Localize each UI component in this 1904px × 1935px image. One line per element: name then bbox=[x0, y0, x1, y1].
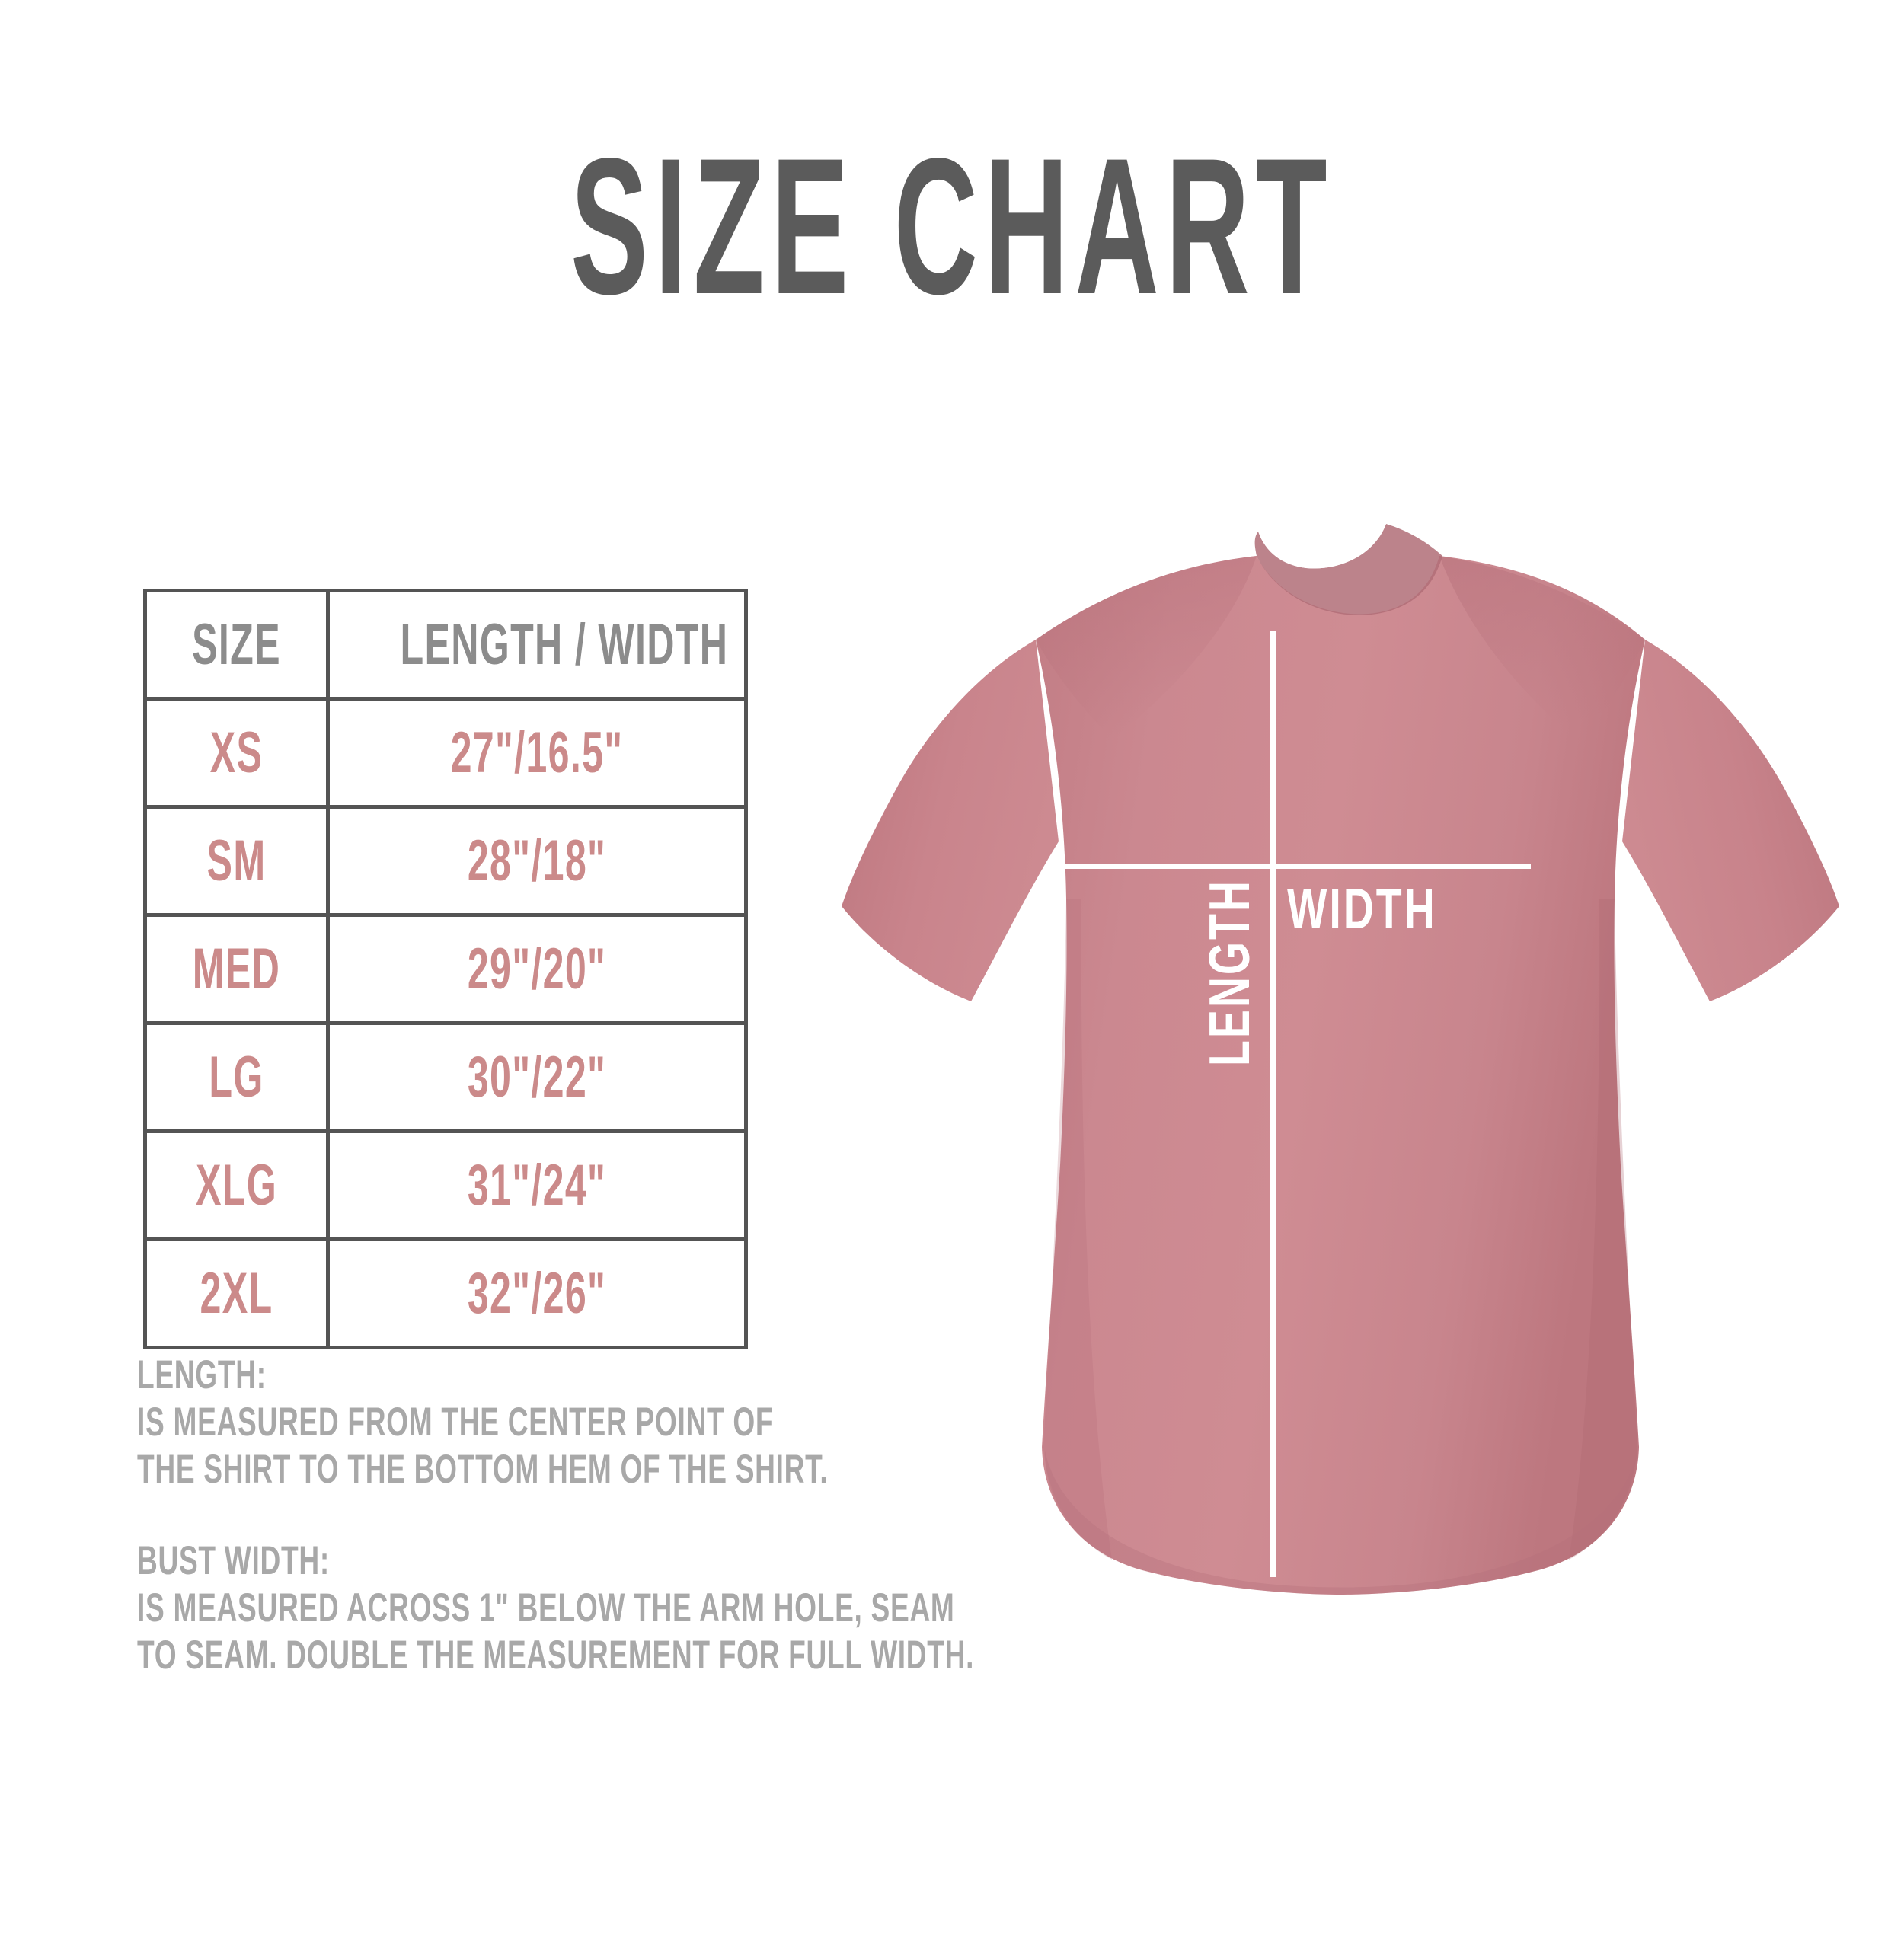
tshirt-collar bbox=[1254, 524, 1442, 615]
tshirt-icon bbox=[842, 510, 1839, 1595]
note-bust-width: BUST WIDTH: IS MEASURED ACROSS 1" BELOW … bbox=[137, 1537, 975, 1679]
page-title: SIZE CHART bbox=[570, 118, 1334, 335]
tshirt-side-shadow-left bbox=[1043, 899, 1112, 1560]
note-length: LENGTH: IS MEASURED FROM THE CENTER POIN… bbox=[137, 1352, 975, 1493]
table-row: XS 27"/16.5" bbox=[143, 697, 748, 809]
size-label-lg: LG bbox=[209, 1044, 264, 1110]
size-table: SIZE LENGTH / WIDTH XS 27"/16.5" SM bbox=[143, 589, 748, 1349]
size-label-xlg: XLG bbox=[195, 1152, 278, 1218]
measurement-label-xlg: 31"/24" bbox=[467, 1152, 607, 1218]
column-header-size-label: SIZE bbox=[192, 611, 281, 677]
measurement-label-med: 29"/20" bbox=[467, 936, 607, 1001]
length-measure-line bbox=[1270, 631, 1276, 1577]
column-header-length-width: LENGTH / WIDTH bbox=[326, 589, 748, 701]
measurement-label-xs: 27"/16.5" bbox=[450, 720, 624, 785]
cell-measurement-sm: 28"/18" bbox=[326, 805, 748, 917]
size-label-med: MED bbox=[192, 936, 281, 1001]
table-row: LG 30"/22" bbox=[143, 1021, 748, 1133]
note-bust-width-line-1: IS MEASURED ACROSS 1" BELOW THE ARM HOLE… bbox=[137, 1585, 955, 1630]
length-label: LENGTH bbox=[1197, 879, 1261, 1066]
tshirt-side-shadow-right bbox=[1569, 899, 1637, 1560]
cell-measurement-med: 29"/20" bbox=[326, 913, 748, 1025]
tshirt-neck-opening bbox=[1258, 510, 1386, 569]
tshirt-body bbox=[1036, 556, 1645, 1595]
note-length-line-1: IS MEASURED FROM THE CENTER POINT OF bbox=[137, 1400, 774, 1445]
tshirt-right-sleeve bbox=[1622, 640, 1839, 1001]
tshirt-illustration bbox=[807, 495, 1874, 1607]
note-bust-width-line-2: TO SEAM. DOUBLE THE MEASUREMENT FOR FULL… bbox=[137, 1633, 975, 1678]
table-row: MED 29"/20" bbox=[143, 913, 748, 1025]
measurement-label-2xl: 32"/26" bbox=[467, 1260, 607, 1326]
size-label-sm: SM bbox=[206, 828, 267, 893]
tshirt-left-sleeve bbox=[842, 640, 1059, 1001]
cell-measurement-lg: 30"/22" bbox=[326, 1021, 748, 1133]
cell-measurement-xlg: 31"/24" bbox=[326, 1129, 748, 1241]
table-row: SM 28"/18" bbox=[143, 805, 748, 917]
note-bust-width-heading: BUST WIDTH: bbox=[137, 1538, 330, 1583]
note-length-line-2: THE SHIRT TO THE BOTTOM HEM OF THE SHIRT… bbox=[137, 1447, 829, 1492]
cell-size-sm: SM bbox=[143, 805, 330, 917]
cell-size-2xl: 2XL bbox=[143, 1237, 330, 1349]
measurement-label-sm: 28"/18" bbox=[467, 828, 607, 893]
measurement-notes: LENGTH: IS MEASURED FROM THE CENTER POIN… bbox=[137, 1352, 975, 1723]
column-header-length-width-label: LENGTH / WIDTH bbox=[400, 611, 729, 677]
width-label: WIDTH bbox=[1287, 876, 1437, 940]
table-header-row: SIZE LENGTH / WIDTH bbox=[143, 589, 748, 701]
width-measure-line bbox=[1046, 864, 1531, 869]
cell-measurement-2xl: 32"/26" bbox=[326, 1237, 748, 1349]
note-length-heading: LENGTH: bbox=[137, 1352, 267, 1397]
table-row: XLG 31"/24" bbox=[143, 1129, 748, 1241]
size-label-xs: XS bbox=[209, 720, 264, 785]
table-row: 2XL 32"/26" bbox=[143, 1237, 748, 1349]
tshirt-shoulder-shadow-left bbox=[1036, 556, 1257, 739]
column-header-size: SIZE bbox=[143, 589, 330, 701]
cell-measurement-xs: 27"/16.5" bbox=[326, 697, 748, 809]
tshirt-shoulder-shadow-right bbox=[1439, 556, 1645, 742]
cell-size-xlg: XLG bbox=[143, 1129, 330, 1241]
measurement-label-lg: 30"/22" bbox=[467, 1044, 607, 1110]
cell-size-med: MED bbox=[143, 913, 330, 1025]
cell-size-lg: LG bbox=[143, 1021, 330, 1133]
cell-size-xs: XS bbox=[143, 697, 330, 809]
size-label-2xl: 2XL bbox=[200, 1260, 273, 1326]
